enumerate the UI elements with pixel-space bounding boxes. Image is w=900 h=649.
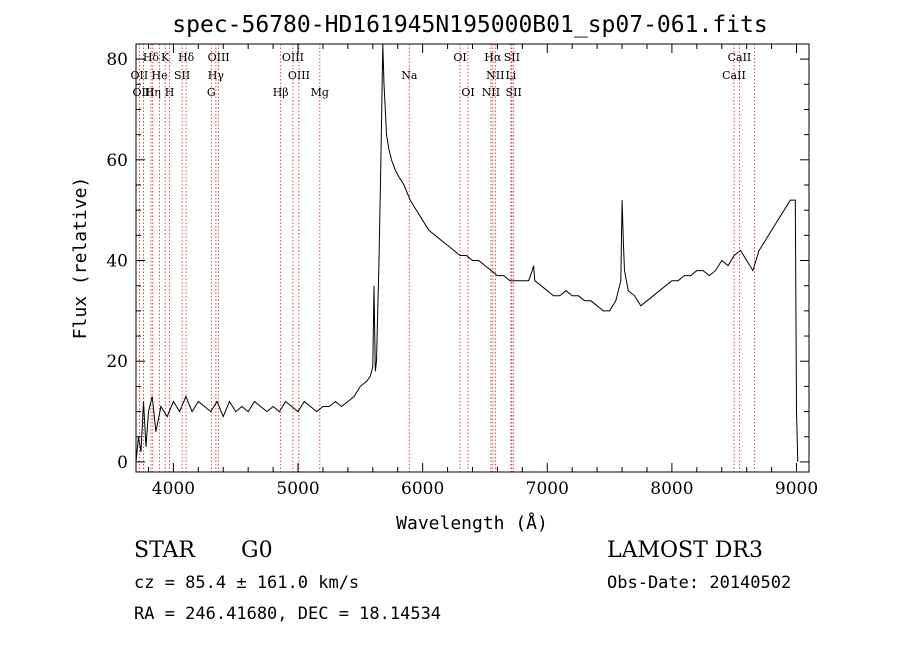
y-tick-label: 0 [117,453,128,473]
y-axis: 0 20 40 60 80 [106,50,809,473]
x-tick-label: 5000 [276,479,319,499]
x-tick-label: 4000 [152,479,195,499]
spectral-line-label: G [207,86,216,99]
spectral-line-markers [138,44,755,472]
survey-name: LAMOST DR3 [607,538,763,563]
chart-title: spec-56780-HD161945N195000B01_sp07-061.f… [172,12,767,38]
spectral-line-label: Hβ [273,86,289,99]
spectral-line-label: OIII [288,69,310,82]
plot-frame [135,43,810,473]
spectral-line-label: OI [461,86,474,99]
redshift-velocity: cz = 85.4 ± 161.0 km/s [134,573,360,593]
spectral-line-label: OII [131,69,149,82]
spectral-line-label: OIII [132,86,154,99]
spectral-line-label: Na [401,69,418,82]
spectral-line-label: Mg [311,86,329,99]
observation-date: Obs-Date: 20140502 [607,573,792,593]
spectral-line-label: SII [504,51,520,64]
spectral-line-label: CaII [722,69,746,82]
spectral-line-label: Hδ [178,51,195,64]
spectral-line-label: OIII [282,51,304,64]
x-axis-label: Wavelength (Å) [396,512,548,534]
y-axis-label: Flux (relative) [70,177,91,340]
spectral-line-label: Li [505,69,516,82]
spectral-line-label: K [161,51,170,64]
spectral-line-label: He [152,69,168,82]
spectral-line-label: Hγ [208,69,225,82]
x-tick-label: 9000 [775,479,818,499]
spectral-line-label: NII [486,69,504,82]
object-class: STAR [134,538,195,563]
spectral-line-label: OI [453,51,466,64]
y-tick-label: 40 [106,252,128,272]
coordinates: RA = 246.41680, DEC = 18.14534 [134,604,442,624]
spectral-line-label: SII [506,86,522,99]
y-tick-label: 60 [106,151,128,171]
x-axis: 4000 5000 6000 7000 8000 9000 [147,44,818,499]
x-tick-label: 6000 [401,479,444,499]
spectral-line-label: SII [174,69,190,82]
y-tick-label: 80 [106,50,128,70]
x-tick-label: 7000 [526,479,569,499]
spectral-line-label: Hδ [143,51,160,64]
spectral-line-label: H [165,86,175,99]
spectral-line-label: NII [482,86,500,99]
spectral-line-label: CaII [743,0,767,3]
spectrum-series-line [135,43,799,462]
x-tick-label: 8000 [650,479,693,499]
spectral-line-label: CaII [728,51,752,64]
spectral-line-label: Hα [484,51,502,64]
spectral-line-label: OIII [208,51,230,64]
spectral-line-label: Hη [145,86,161,99]
y-tick-label: 20 [106,352,128,372]
object-subclass: G0 [241,538,273,563]
